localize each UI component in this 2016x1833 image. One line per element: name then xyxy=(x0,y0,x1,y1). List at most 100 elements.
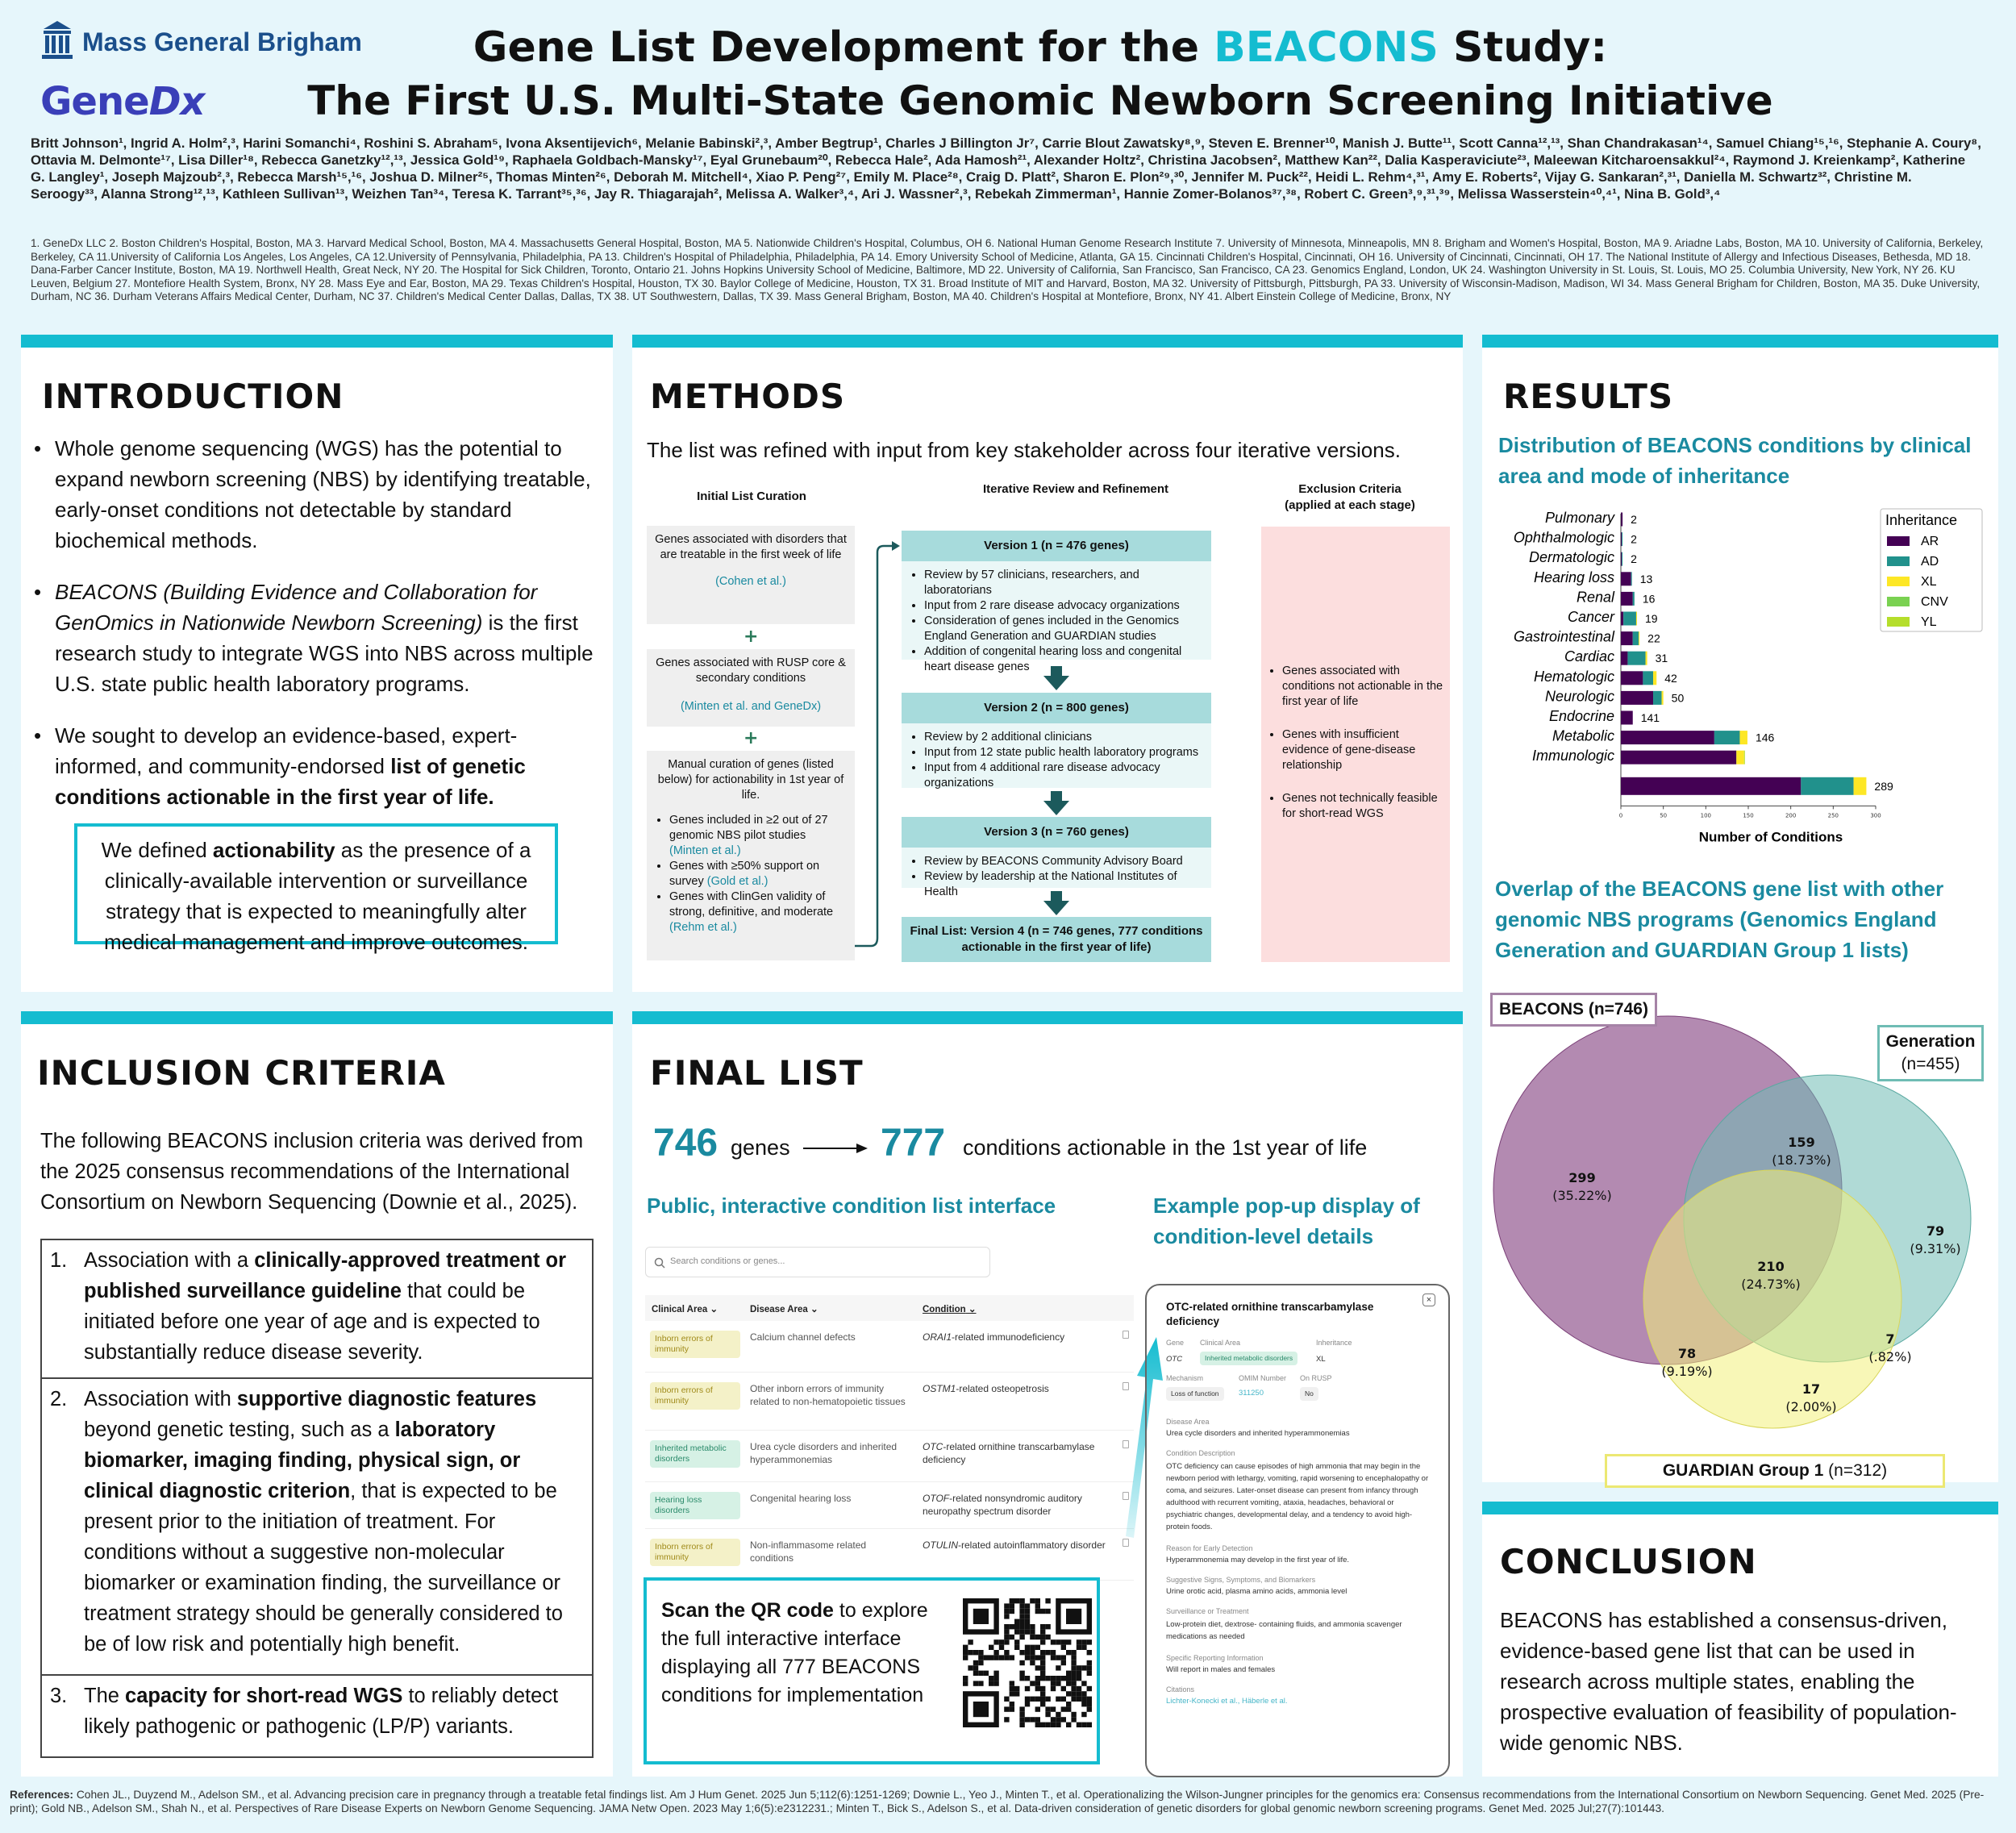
x-tick-label: 250 xyxy=(1828,812,1839,819)
table-row[interactable]: Inborn errors of immunity Other inborn er… xyxy=(645,1373,1134,1431)
table-row[interactable]: Inherited metabolic disorders Urea cycle … xyxy=(645,1431,1134,1482)
x-tick-label: 200 xyxy=(1785,812,1796,819)
condition-count: 777 xyxy=(881,1122,946,1164)
title-line-2: The First U.S. Multi-State Genomic Newbo… xyxy=(307,77,1773,124)
legend-label-yl: YL xyxy=(1921,615,1937,629)
genedx-logo-a: Gene xyxy=(40,79,150,124)
venn-pct-beacons-only: (35.22%) xyxy=(1552,1188,1612,1203)
version-2-header: Version 2 (n = 800 genes) xyxy=(902,693,1211,723)
bar-segment-xl xyxy=(1736,750,1744,764)
table-row[interactable]: Inborn errors of immunity Calcium channel… xyxy=(645,1321,1134,1373)
table-row[interactable]: Inborn errors of immunity Non-inflammasom… xyxy=(645,1529,1134,1581)
bar-segment-yl xyxy=(1743,750,1745,764)
intro-bullet-3: We sought to develop an evidence-based, … xyxy=(34,720,598,812)
x-tick-label: 300 xyxy=(1870,812,1881,819)
legend-swatch-xl xyxy=(1887,577,1910,586)
bar-segment-ar xyxy=(1621,777,1801,795)
bar-total-label: 2 xyxy=(1631,533,1637,546)
x-tick-label: 100 xyxy=(1701,812,1711,819)
conclusion-panel: CONCLUSION BEACONS has established a con… xyxy=(1482,1502,1998,1777)
bar-segment-ar xyxy=(1621,651,1628,665)
col-condition[interactable]: Condition ⌄ xyxy=(923,1305,977,1314)
row-disease-area: Non-inflammasome related conditions xyxy=(750,1539,867,1564)
bar-total-label: 42 xyxy=(1664,672,1677,685)
bar-total-label: 141 xyxy=(1641,711,1660,724)
bar-segment-ar xyxy=(1621,750,1737,764)
legend-swatch-ad xyxy=(1887,556,1910,566)
col-clinical-area[interactable]: Clinical Area ⌄ xyxy=(652,1305,719,1314)
version-1-header: Version 1 (n = 476 genes) xyxy=(902,531,1211,561)
x-tick-label: 50 xyxy=(1660,812,1667,819)
inclusion-criteria-list: 1. Association with a clinically-approve… xyxy=(40,1239,594,1758)
row-disease-area: Other inborn errors of immunity related … xyxy=(750,1383,906,1407)
references: References: Cohen JL., Duyzend M., Adels… xyxy=(10,1789,1985,1814)
genedx-logo-b: Dx xyxy=(148,79,206,124)
criterion-1: 1. Association with a clinically-approve… xyxy=(42,1240,592,1379)
bar-segment-xl xyxy=(1853,777,1867,795)
venn-pct-all-three: (24.73%) xyxy=(1741,1277,1801,1292)
legend-label-ad: AD xyxy=(1921,555,1939,569)
row-clinical-area: Inherited metabolic disorders xyxy=(650,1440,740,1468)
legend-title: Inheritance xyxy=(1885,512,1957,528)
search-input[interactable]: Search conditions or genes... xyxy=(670,1256,785,1266)
bar-segment-ar xyxy=(1621,631,1633,646)
actionability-definition-box: We defined actionability as the presence… xyxy=(74,823,558,954)
qr-code[interactable] xyxy=(963,1598,1092,1727)
col-disease-area[interactable]: Disease Area ⌄ xyxy=(750,1305,818,1314)
popup-meta-row-2: Mechanism Loss of function OMIM Number 3… xyxy=(1166,1374,1429,1406)
final-list-heading: FINAL LIST xyxy=(650,1053,864,1093)
bar-segment-ad xyxy=(1714,731,1740,745)
intro-bullets: Whole genome sequencing (WGS) has the po… xyxy=(34,433,598,833)
version-3-header: Version 3 (n = 760 genes) xyxy=(902,817,1211,848)
category-label: Renal xyxy=(1577,589,1615,605)
down-arrow-2 xyxy=(1043,791,1069,815)
row-condition: OTULIN-related autoinflammatory disorder xyxy=(923,1539,1106,1551)
bar-segment-ad xyxy=(1801,777,1854,795)
qr-callout-text: Scan the QR code to explore the full int… xyxy=(661,1599,928,1706)
row-clinical-area: Inborn errors of immunity xyxy=(650,1382,740,1410)
venn-value-generation-guardian: 7 xyxy=(1885,1331,1894,1347)
table-row[interactable]: Hearing loss disorders Congenital hearing… xyxy=(645,1482,1134,1529)
bar-segment-ar xyxy=(1621,710,1633,725)
expand-icon[interactable] xyxy=(1123,1382,1129,1390)
legend-label-ar: AR xyxy=(1921,535,1939,548)
search-icon xyxy=(654,1257,665,1269)
venn-value-beacons-generation: 159 xyxy=(1788,1135,1814,1150)
row-condition: OTOF-related nonsyndromic auditory neuro… xyxy=(923,1493,1082,1517)
table-search-box[interactable]: Search conditions or genes... xyxy=(645,1247,990,1277)
expand-icon[interactable] xyxy=(1123,1331,1129,1339)
methods-intro: The list was refined with input from key… xyxy=(647,438,1401,462)
plus-sign-1: + xyxy=(744,627,759,647)
category-label: Immunologic xyxy=(1532,748,1614,764)
col-head-iterative: Iterative Review and Refinement xyxy=(982,482,1169,496)
mgb-logo-text: Mass General Brigham xyxy=(82,27,362,56)
venn-pct-beacons-generation: (18.73%) xyxy=(1772,1152,1831,1168)
final-version-box: Final List: Version 4 (n = 746 genes, 77… xyxy=(902,917,1211,962)
exclusion-items: Genes associated with conditions not act… xyxy=(1269,664,1445,822)
bar-segment-ar xyxy=(1621,512,1623,527)
bar-total-label: 19 xyxy=(1645,612,1658,625)
expand-icon[interactable] xyxy=(1123,1440,1129,1448)
bar-segment-ad xyxy=(1631,572,1632,586)
venn-pct-guardian-only: (2.00%) xyxy=(1785,1399,1836,1414)
row-clinical-area: Inborn errors of immunity xyxy=(650,1539,740,1566)
category-label: Hematologic xyxy=(1534,669,1614,685)
inclusion-intro: The following BEACONS inclusion criteria… xyxy=(40,1130,584,1214)
bar-segment-xl xyxy=(1653,671,1657,685)
row-condition: ORAI1-related immunodeficiency xyxy=(923,1331,1065,1343)
legend-swatch-ar xyxy=(1887,536,1910,546)
expand-icon[interactable] xyxy=(1123,1539,1129,1547)
intro-heading: INTRODUCTION xyxy=(42,377,344,416)
category-label: Ophthalmologic xyxy=(1514,530,1614,546)
row-disease-area: Calcium channel defects xyxy=(750,1331,856,1343)
bar-total-label: 13 xyxy=(1640,573,1653,585)
bar-total-label: 22 xyxy=(1647,632,1660,645)
popup-close-icon[interactable]: × xyxy=(1422,1294,1435,1306)
initial-genes-box-2: Genes associated with RUSP core & second… xyxy=(647,649,855,727)
expand-icon[interactable] xyxy=(1123,1492,1129,1500)
methods-panel: METHODS The list was refined with input … xyxy=(632,335,1463,992)
venn-circle-guardian xyxy=(1643,1169,1902,1429)
category-label: Endocrine xyxy=(1549,708,1614,724)
row-clinical-area: Inborn errors of immunity xyxy=(650,1331,740,1358)
